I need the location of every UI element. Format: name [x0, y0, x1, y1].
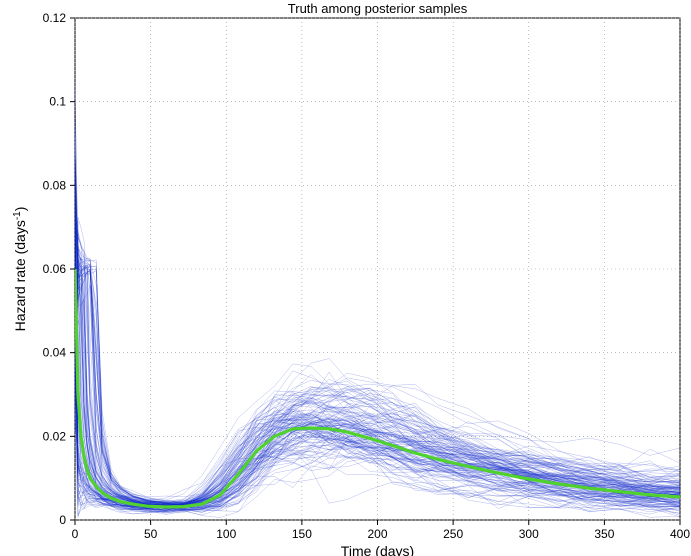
y-axis-label: Hazard rate (days-1): [12, 207, 29, 332]
chart-svg: 0 50 100 150 200 250 300 350 400 0 0.02 0.04 0.06 0.0…: [0, 0, 691, 556]
xtick-label: 0: [72, 527, 79, 541]
xtick-label: 100: [216, 527, 236, 541]
xtick-label: 150: [292, 527, 312, 541]
hazard-chart: 0 50 100 150 200 250 300 350 400 0 0.02 0.04 0.06 0.0…: [0, 0, 691, 556]
x-axis-label: Time (days): [341, 543, 414, 556]
xtick-label: 400: [670, 527, 690, 541]
xtick-label: 250: [443, 527, 463, 541]
xtick-label: 200: [367, 527, 387, 541]
ytick-label: 0.08: [43, 178, 67, 192]
ytick-label: 0.06: [43, 262, 67, 276]
xtick-label: 350: [594, 527, 614, 541]
xtick-label: 300: [519, 527, 539, 541]
ytick-label: 0: [59, 513, 66, 527]
ytick-label: 0.04: [43, 346, 67, 360]
ytick-label: 0.02: [43, 429, 67, 443]
ytick-label: 0.1: [49, 95, 66, 109]
ytick-label: 0.12: [43, 11, 67, 25]
xtick-label: 50: [144, 527, 158, 541]
chart-title: Truth among posterior samples: [288, 1, 468, 16]
